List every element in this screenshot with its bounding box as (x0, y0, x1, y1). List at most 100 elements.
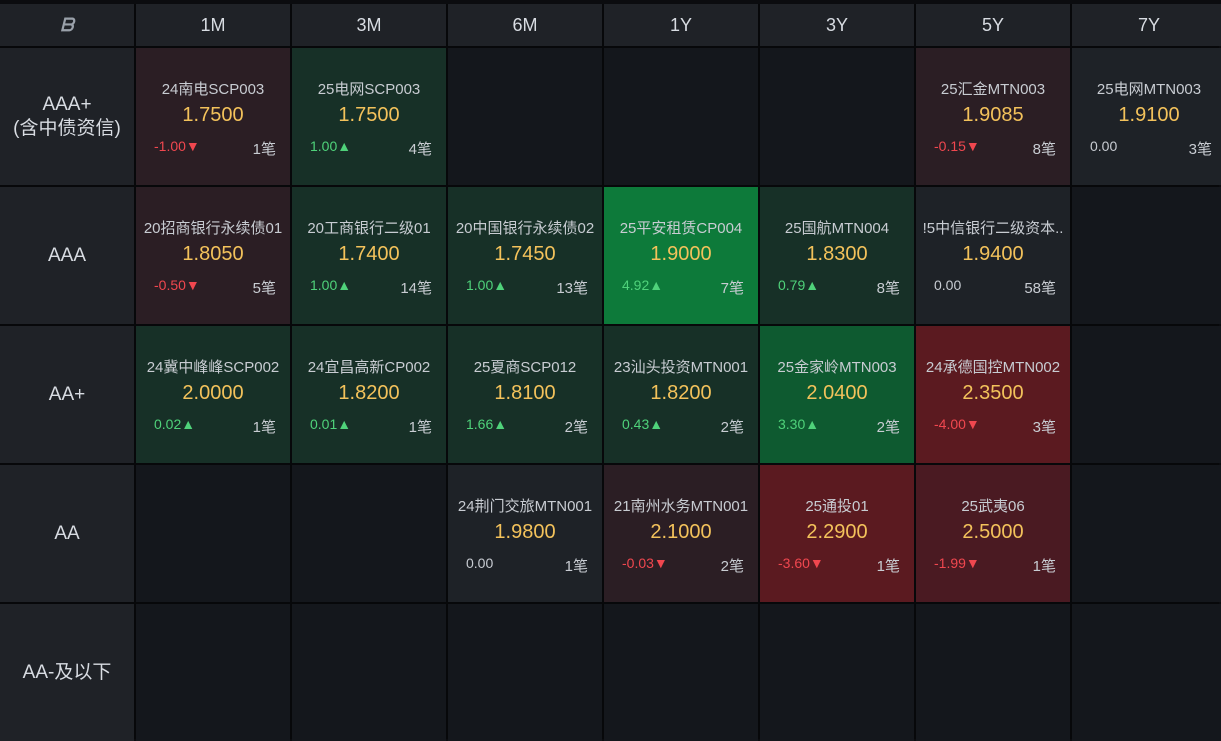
bond-cell[interactable]: 24冀中峰峰SCP002 2.0000 0.02▲ 1笔 (136, 326, 290, 463)
bond-name: 20招商银行永续债01 (143, 220, 283, 237)
bond-price: 1.9400 (962, 243, 1024, 265)
bond-cell[interactable]: 20中国银行永续债02 1.7450 1.00▲ 13笔 (448, 187, 602, 324)
bond-name: 21南州水务MTN001 (613, 498, 749, 515)
empty-cell (448, 604, 602, 741)
bond-change: 1.00▲ (466, 277, 508, 293)
row-header-aaa[interactable]: AAA (0, 187, 134, 324)
trade-count: 2笔 (720, 419, 744, 436)
bond-cell[interactable]: 25国航MTN004 1.8300 0.79▲ 8笔 (760, 187, 914, 324)
trade-count: 3笔 (1188, 141, 1212, 158)
bond-price: 1.8050 (182, 243, 244, 265)
bond-name: 25夏商SCP012 (473, 359, 577, 376)
bond-change: 0.02▲ (154, 416, 196, 432)
row-header-label: AA-及以下 (22, 661, 112, 683)
bond-cell[interactable]: 25夏商SCP012 1.8100 1.66▲ 2笔 (448, 326, 602, 463)
trade-count: 8笔 (1032, 141, 1056, 158)
bond-cell[interactable]: 24宜昌高新CP002 1.8200 0.01▲ 1笔 (292, 326, 446, 463)
column-header-5y[interactable]: 5Y (916, 4, 1070, 46)
bond-cell[interactable]: 25金家岭MTN003 2.0400 3.30▲ 2笔 (760, 326, 914, 463)
bond-cell[interactable]: 20工商银行二级01 1.7400 1.00▲ 14笔 (292, 187, 446, 324)
bond-price: 1.8100 (494, 382, 556, 404)
trade-count: 1笔 (876, 558, 900, 575)
empty-cell (1072, 326, 1221, 463)
trade-count: 3笔 (1032, 419, 1056, 436)
empty-cell (448, 48, 602, 185)
column-header-6m[interactable]: 6M (448, 4, 602, 46)
bond-cell[interactable]: !5中信银行二级资本.. 1.9400 0.00 58笔 (916, 187, 1070, 324)
row-header-aa-minus-below[interactable]: AA-及以下 (0, 604, 134, 741)
bond-price: 1.8200 (650, 382, 712, 404)
trade-count: 7笔 (720, 280, 744, 297)
trade-count: 4笔 (408, 141, 432, 158)
bond-name: 25电网SCP003 (317, 81, 421, 98)
empty-cell (1072, 187, 1221, 324)
bond-cell[interactable]: 20招商银行永续债01 1.8050 -0.50▼ 5笔 (136, 187, 290, 324)
bond-change: 1.00▲ (310, 277, 352, 293)
empty-cell (1072, 604, 1221, 741)
row-header-aa[interactable]: AA (0, 465, 134, 602)
bond-cell[interactable]: 24南电SCP003 1.7500 -1.00▼ 1笔 (136, 48, 290, 185)
empty-cell (136, 604, 290, 741)
bond-change: -0.50▼ (154, 277, 200, 293)
bond-cell[interactable]: 25平安租赁CP004 1.9000 4.92▲ 7笔 (604, 187, 758, 324)
bond-name: 23汕头投资MTN001 (613, 359, 749, 376)
trade-count: 14笔 (400, 280, 432, 297)
bond-matrix-grid: ᗷ 1M 3M 6M 1Y 3Y 5Y 7Y AAA+ (含中债资信) 24南电SC… (0, 4, 1221, 741)
bond-name: 20中国银行永续债02 (455, 220, 595, 237)
bond-name: 20工商银行二级01 (307, 220, 431, 237)
bond-change: 4.92▲ (622, 277, 664, 293)
bond-price: 2.0000 (182, 382, 244, 404)
row-header-label: (含中债资信) (13, 117, 121, 139)
bond-cell[interactable]: 24荆门交旅MTN001 1.9800 0.00 1笔 (448, 465, 602, 602)
bond-price: 1.7450 (494, 243, 556, 265)
trade-count: 1笔 (252, 141, 276, 158)
bond-name: 25汇金MTN003 (940, 81, 1046, 98)
bond-price: 1.7400 (338, 243, 400, 265)
bond-change: 1.66▲ (466, 416, 508, 432)
bond-name: 25平安租赁CP004 (619, 220, 743, 237)
row-header-label: AA (54, 522, 80, 544)
brand-logo-icon: ᗷ (60, 14, 74, 36)
column-header-7y[interactable]: 7Y (1072, 4, 1221, 46)
column-header-1y[interactable]: 1Y (604, 4, 758, 46)
bond-name: !5中信银行二级资本.. (922, 220, 1064, 237)
bond-change: -1.99▼ (934, 555, 980, 571)
column-header-3m[interactable]: 3M (292, 4, 446, 46)
column-header-3y[interactable]: 3Y (760, 4, 914, 46)
row-header-aa-plus[interactable]: AA+ (0, 326, 134, 463)
bond-cell[interactable]: 25电网SCP003 1.7500 1.00▲ 4笔 (292, 48, 446, 185)
empty-cell (604, 48, 758, 185)
bond-price: 1.8300 (806, 243, 868, 265)
empty-cell (136, 465, 290, 602)
empty-cell (292, 465, 446, 602)
trade-count: 8笔 (876, 280, 900, 297)
column-header-1m[interactable]: 1M (136, 4, 290, 46)
bond-name: 24冀中峰峰SCP002 (146, 359, 280, 376)
bond-price: 1.9100 (1118, 104, 1180, 126)
bond-change: -0.15▼ (934, 138, 980, 154)
bond-change: -4.00▼ (934, 416, 980, 432)
bond-cell[interactable]: 25通投01 2.2900 -3.60▼ 1笔 (760, 465, 914, 602)
row-header-label: AA+ (48, 383, 86, 405)
bond-change: 0.00 (466, 555, 494, 571)
bond-cell[interactable]: 23汕头投资MTN001 1.8200 0.43▲ 2笔 (604, 326, 758, 463)
bond-cell[interactable]: 25武夷06 2.5000 -1.99▼ 1笔 (916, 465, 1070, 602)
bond-cell[interactable]: 25电网MTN003 1.9100 0.00 3笔 (1072, 48, 1221, 185)
bond-name: 25金家岭MTN003 (777, 359, 897, 376)
bond-price: 1.9085 (962, 104, 1024, 126)
bond-name: 24宜昌高新CP002 (307, 359, 431, 376)
bond-change: -0.03▼ (622, 555, 668, 571)
trade-count: 1笔 (1032, 558, 1056, 575)
bond-change: 1.00▲ (310, 138, 352, 154)
row-header-aaa-plus[interactable]: AAA+ (含中债资信) (0, 48, 134, 185)
bond-price: 2.1000 (650, 521, 712, 543)
row-header-label: AAA+ (42, 93, 92, 115)
bond-price: 2.5000 (962, 521, 1024, 543)
bond-cell[interactable]: 21南州水务MTN001 2.1000 -0.03▼ 2笔 (604, 465, 758, 602)
bond-price: 1.9000 (650, 243, 712, 265)
bond-cell[interactable]: 24承德国控MTN002 2.3500 -4.00▼ 3笔 (916, 326, 1070, 463)
empty-cell (760, 48, 914, 185)
bond-price: 1.7500 (338, 104, 400, 126)
bond-name: 25通投01 (805, 498, 869, 515)
bond-cell[interactable]: 25汇金MTN003 1.9085 -0.15▼ 8笔 (916, 48, 1070, 185)
